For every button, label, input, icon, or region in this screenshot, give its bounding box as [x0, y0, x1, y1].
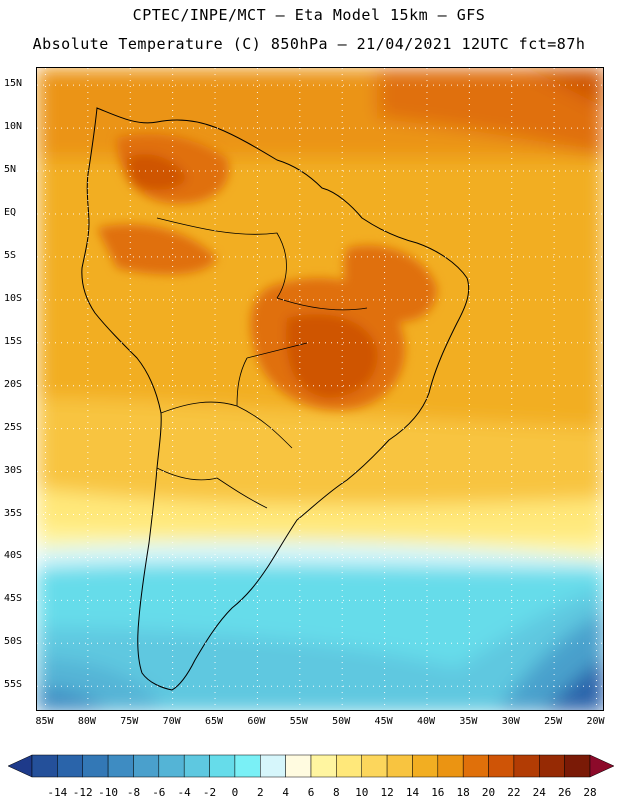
colorbar-swatch — [234, 754, 261, 778]
latitude-label: EQ — [4, 206, 17, 218]
latitude-label: 15S — [4, 335, 23, 347]
latitude-label: 25S — [4, 421, 23, 433]
colorbar-swatch — [361, 754, 388, 778]
colorbar-label: 8 — [333, 786, 340, 799]
warm-core-field — [97, 134, 437, 410]
colorbar-label: 22 — [507, 786, 520, 799]
coastline — [81, 107, 470, 691]
colorbar-swatch — [285, 754, 312, 778]
map-title: CPTEC/INPE/MCT – Eta Model 15km – GFS — [132, 6, 486, 24]
colorbar-swatch — [260, 754, 286, 778]
longitude-label: 60W — [247, 716, 266, 727]
colorbar-label: -12 — [73, 786, 93, 799]
colorbar-label: -14 — [47, 786, 67, 799]
colorbar-max-arrow — [589, 754, 615, 778]
colorbar-swatch — [57, 754, 83, 778]
colorbar-label: 0 — [232, 786, 239, 799]
colorbar-label: 2 — [257, 786, 264, 799]
longitude-label: 70W — [162, 716, 181, 727]
longitude-label: 35W — [459, 716, 478, 727]
longitude-label: 45W — [374, 716, 393, 727]
colorbar-label: -8 — [127, 786, 140, 799]
colorbar-label: 6 — [308, 786, 315, 799]
colorbar-label: 28 — [583, 786, 596, 799]
latitude-label: 20S — [4, 378, 23, 390]
colorbar-swatch — [310, 754, 337, 778]
colorbar-label: -4 — [178, 786, 192, 799]
longitude-label: 25W — [544, 716, 563, 727]
temperature-map — [37, 68, 603, 710]
colorbar-min-arrow — [7, 754, 33, 778]
colorbar-swatch — [133, 754, 160, 778]
colorbar-label: 12 — [380, 786, 393, 799]
colorbar-swatch — [209, 754, 236, 778]
map-subtitle: Absolute Temperature (C) 850hPa – 21/04/… — [32, 35, 586, 53]
longitude-label: 20W — [586, 716, 605, 727]
longitude-label: 75W — [120, 716, 139, 727]
map-panel — [36, 67, 604, 711]
country-borders — [156, 217, 368, 509]
colorbar-swatch — [488, 754, 515, 778]
latitude-label: 5S — [4, 249, 17, 261]
longitude-label: 80W — [77, 716, 96, 727]
colorbar-label: 4 — [282, 786, 289, 799]
colorbar-swatch — [462, 754, 489, 778]
colorbar-swatch — [513, 754, 540, 778]
longitude-label: 65W — [204, 716, 224, 727]
colorbar-label: -6 — [152, 786, 165, 799]
colorbar-label: 16 — [431, 786, 444, 799]
latitude-label: 30S — [4, 464, 23, 476]
colorbar-swatch — [31, 754, 58, 778]
longitude-label: 50W — [332, 716, 351, 727]
latitude-label: 5N — [4, 164, 17, 176]
colorbar-label: 18 — [457, 786, 470, 799]
colorbar-label: 14 — [406, 786, 420, 799]
colorbar: -14 -12 -10 -8 -6 -4 -2 0 2 4 6 8 10 12 14 16 18 20 22 24 26… — [7, 754, 615, 799]
latitude-label: 10S — [4, 292, 23, 304]
colorbar-swatch — [336, 754, 362, 778]
colorbar-swatch — [386, 754, 413, 778]
longitude-label: 40W — [416, 716, 435, 727]
latitude-label: 55S — [4, 679, 23, 691]
colorbar-label: 20 — [482, 786, 495, 799]
colorbar-label: 10 — [355, 786, 368, 799]
longitude-label: 85W — [35, 716, 54, 727]
colorbar-swatch — [564, 754, 591, 778]
latitude-label: 45S — [4, 593, 23, 605]
colorbar-swatch — [82, 754, 109, 778]
colorbar-swatch — [158, 754, 185, 778]
latitude-label: 10N — [4, 121, 23, 133]
colorbar-label: 26 — [558, 786, 571, 799]
colorbar-label: 24 — [533, 786, 547, 799]
latitude-label: 40S — [4, 550, 23, 562]
longitude-label: 55W — [289, 716, 308, 727]
colorbar-swatch — [437, 754, 464, 778]
latitude-label: 35S — [4, 507, 23, 519]
colorbar-swatch — [412, 754, 439, 778]
temperature-field — [37, 68, 603, 710]
latitude-label: 50S — [4, 636, 23, 648]
colorbar-swatch — [539, 754, 565, 778]
colorbar-swatch — [183, 754, 210, 778]
colorbar-label: -2 — [203, 786, 216, 799]
latitude-label: 15N — [4, 78, 23, 90]
colorbar-swatch — [107, 754, 134, 778]
colorbar-label: -10 — [98, 786, 118, 799]
longitude-label: 30W — [501, 716, 520, 727]
